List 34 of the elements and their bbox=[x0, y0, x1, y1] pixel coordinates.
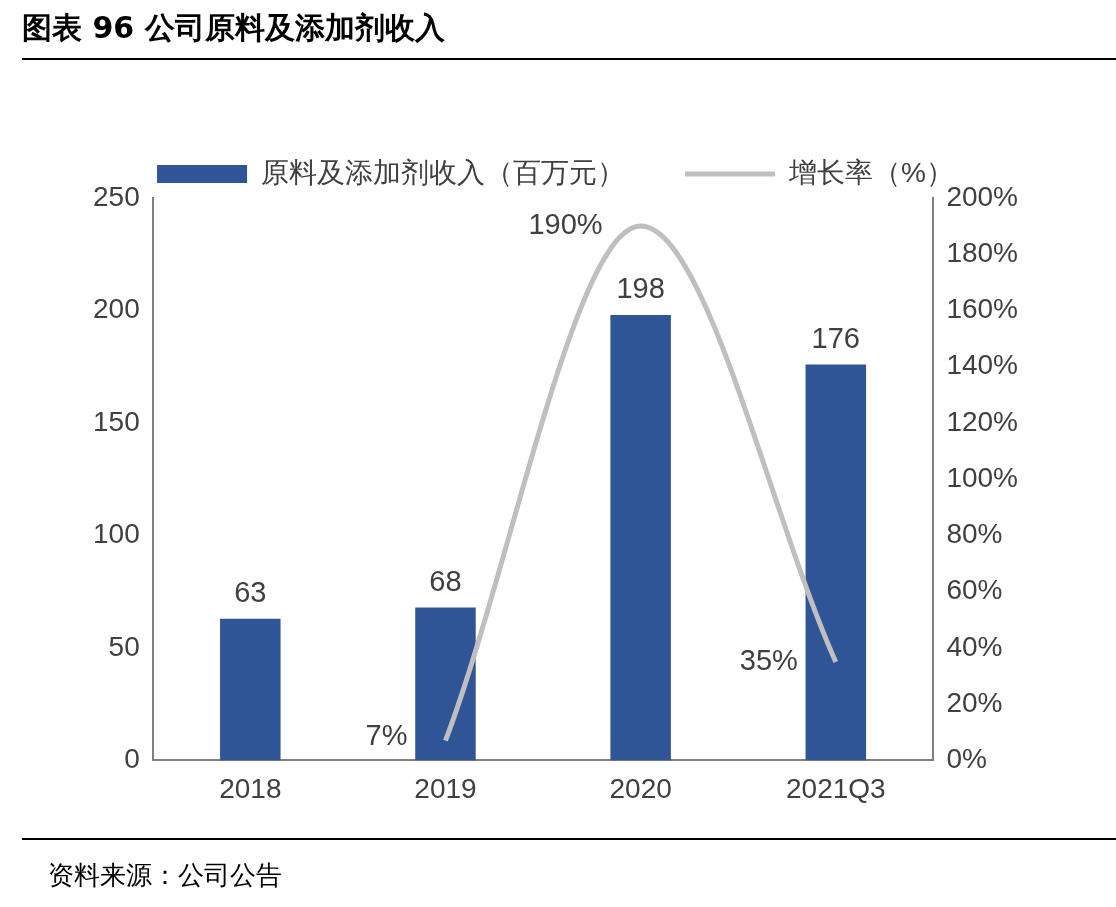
y-tick-label: 0 bbox=[124, 743, 140, 775]
data-label: 190% bbox=[528, 208, 603, 241]
legend-label: 原料及添加剂收入（百万元） bbox=[261, 156, 626, 188]
x-tick-label: 2018 bbox=[219, 772, 282, 804]
y2-tick-label: 20% bbox=[946, 686, 1003, 718]
data-label: 63 bbox=[234, 576, 267, 609]
y-tick-label: 50 bbox=[108, 630, 140, 662]
bar bbox=[415, 607, 476, 761]
y-tick-label: 250 bbox=[93, 180, 140, 212]
chart-title: 图表 96 公司原料及添加剂收入 bbox=[22, 9, 445, 47]
data-label: 7% bbox=[365, 718, 408, 751]
bar bbox=[610, 314, 671, 761]
y2-tick-label: 140% bbox=[946, 349, 1019, 381]
data-label: 176 bbox=[811, 321, 860, 354]
y2-tick-label: 120% bbox=[946, 405, 1019, 437]
y-tick-label: 200 bbox=[93, 293, 140, 325]
y-tick-label: 150 bbox=[93, 405, 140, 437]
text: 资料来源：公司公告 bbox=[48, 859, 282, 892]
bar bbox=[220, 618, 281, 761]
data-label: 35% bbox=[739, 643, 798, 676]
y2-tick-label: 100% bbox=[946, 461, 1019, 493]
y2-tick-label: 80% bbox=[946, 518, 1003, 550]
y2-tick-label: 60% bbox=[946, 574, 1003, 606]
x-tick-label: 2020 bbox=[609, 772, 672, 804]
y-tick-label: 100 bbox=[93, 518, 140, 550]
y2-tick-label: 0% bbox=[946, 743, 987, 775]
y2-tick-label: 40% bbox=[946, 630, 1003, 662]
data-label: 198 bbox=[616, 272, 665, 305]
x-tick-label: 2021Q3 bbox=[785, 772, 886, 804]
data-label: 68 bbox=[429, 564, 462, 597]
x-tick-label: 2019 bbox=[414, 772, 477, 804]
bar bbox=[805, 364, 867, 761]
y2-tick-label: 180% bbox=[946, 236, 1019, 268]
y2-tick-label: 160% bbox=[946, 293, 1019, 325]
